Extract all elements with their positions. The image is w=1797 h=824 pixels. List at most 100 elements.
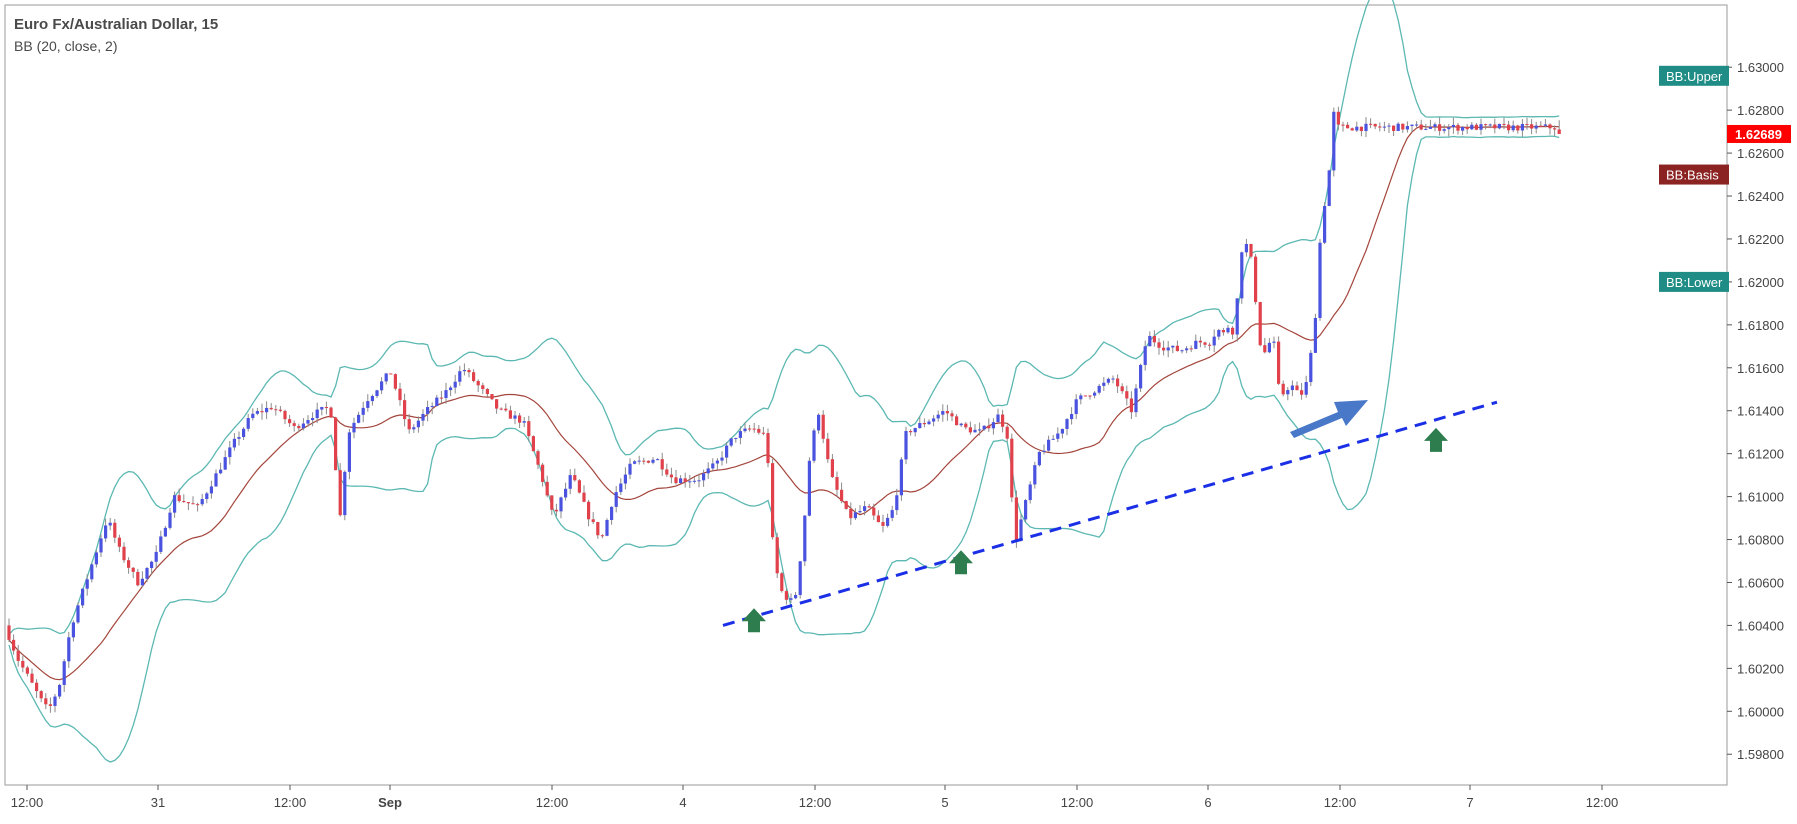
candle [987,418,991,432]
candle [702,469,706,487]
candle [375,389,379,399]
candle [518,412,522,429]
candle [246,413,250,432]
price-tick-label: 1.61000 [1737,490,1784,505]
candle [104,518,108,542]
price-tick-label: 1.60200 [1737,661,1784,676]
candle [651,457,655,465]
candle [237,431,241,446]
time-tick-label: 31 [151,795,165,810]
candle [361,401,365,423]
candle [1382,121,1386,132]
candle [292,420,296,432]
price-tick-label: 1.62000 [1737,275,1784,290]
candle [619,478,623,495]
candle [136,568,140,587]
candle [154,545,158,569]
candle [1162,340,1166,356]
candle [403,393,407,427]
candle [1194,334,1198,350]
candle [922,418,926,428]
candle [1369,118,1373,129]
candle [1097,384,1101,395]
candle [412,424,416,434]
candle [1295,381,1299,391]
candle [973,424,977,433]
candle [899,457,903,501]
candle [936,410,940,422]
candle [1451,117,1455,134]
candle [168,508,172,530]
price-tick-label: 1.61200 [1737,447,1784,462]
candle [177,488,181,503]
bb-upper-line [8,0,1560,636]
price-tick-label: 1.59800 [1737,747,1784,762]
candle [297,423,301,433]
candle [1341,121,1345,132]
candle [260,403,264,420]
candle [1148,331,1152,347]
candle [145,566,149,583]
candle [582,485,586,503]
current-price-label: 1.62689 [1735,127,1782,142]
candle [439,390,443,404]
candle [1083,395,1087,397]
candle [108,517,112,531]
candle [352,417,356,439]
candle [1497,123,1501,130]
candle [1525,117,1529,130]
candle [996,408,1000,423]
candle [1447,124,1451,137]
candle [389,373,393,375]
candle [214,469,218,487]
candle [683,472,687,488]
candle [1336,106,1340,131]
candle [1212,329,1216,353]
candle [660,452,664,476]
candle [527,415,531,442]
price-tick-label: 1.60600 [1737,575,1784,590]
candle [1424,123,1428,131]
candle [117,534,121,553]
candles [7,106,1561,713]
bb-lower-label: BB:Lower [1666,275,1723,290]
candle [807,457,811,517]
candle [835,471,839,497]
candle [71,620,75,642]
candle [669,467,673,484]
candle [830,454,834,478]
candle [1507,120,1511,134]
candle [982,425,986,431]
candle [1419,119,1423,131]
candle [1470,122,1474,131]
candle [163,526,167,538]
candle [849,502,853,525]
candle [633,460,637,465]
support-arrow-3 [1424,427,1448,452]
candle [1553,125,1557,136]
candle [1106,377,1110,385]
candle [416,416,420,433]
candle [1332,107,1336,177]
price-tick-label: 1.63000 [1737,60,1784,75]
candle [1037,451,1041,467]
candle [1534,121,1538,134]
candle [131,566,135,579]
price-tick-label: 1.62800 [1737,103,1784,118]
candle [366,394,370,412]
time-axis: 12:00 31 12:00 Sep 12:00 4 12:00 5 12:00 6 12:00 7 1… [11,785,1618,810]
candle [587,499,591,527]
candle [1405,121,1409,133]
candle [656,458,660,461]
candle [1125,385,1129,406]
candle [1267,338,1271,354]
candle [1019,514,1023,542]
candle [7,618,11,643]
candle [1203,341,1207,348]
candle [1438,117,1442,136]
candle [1433,122,1437,132]
candle [58,683,62,699]
candle [1488,123,1492,129]
candle [748,425,752,432]
